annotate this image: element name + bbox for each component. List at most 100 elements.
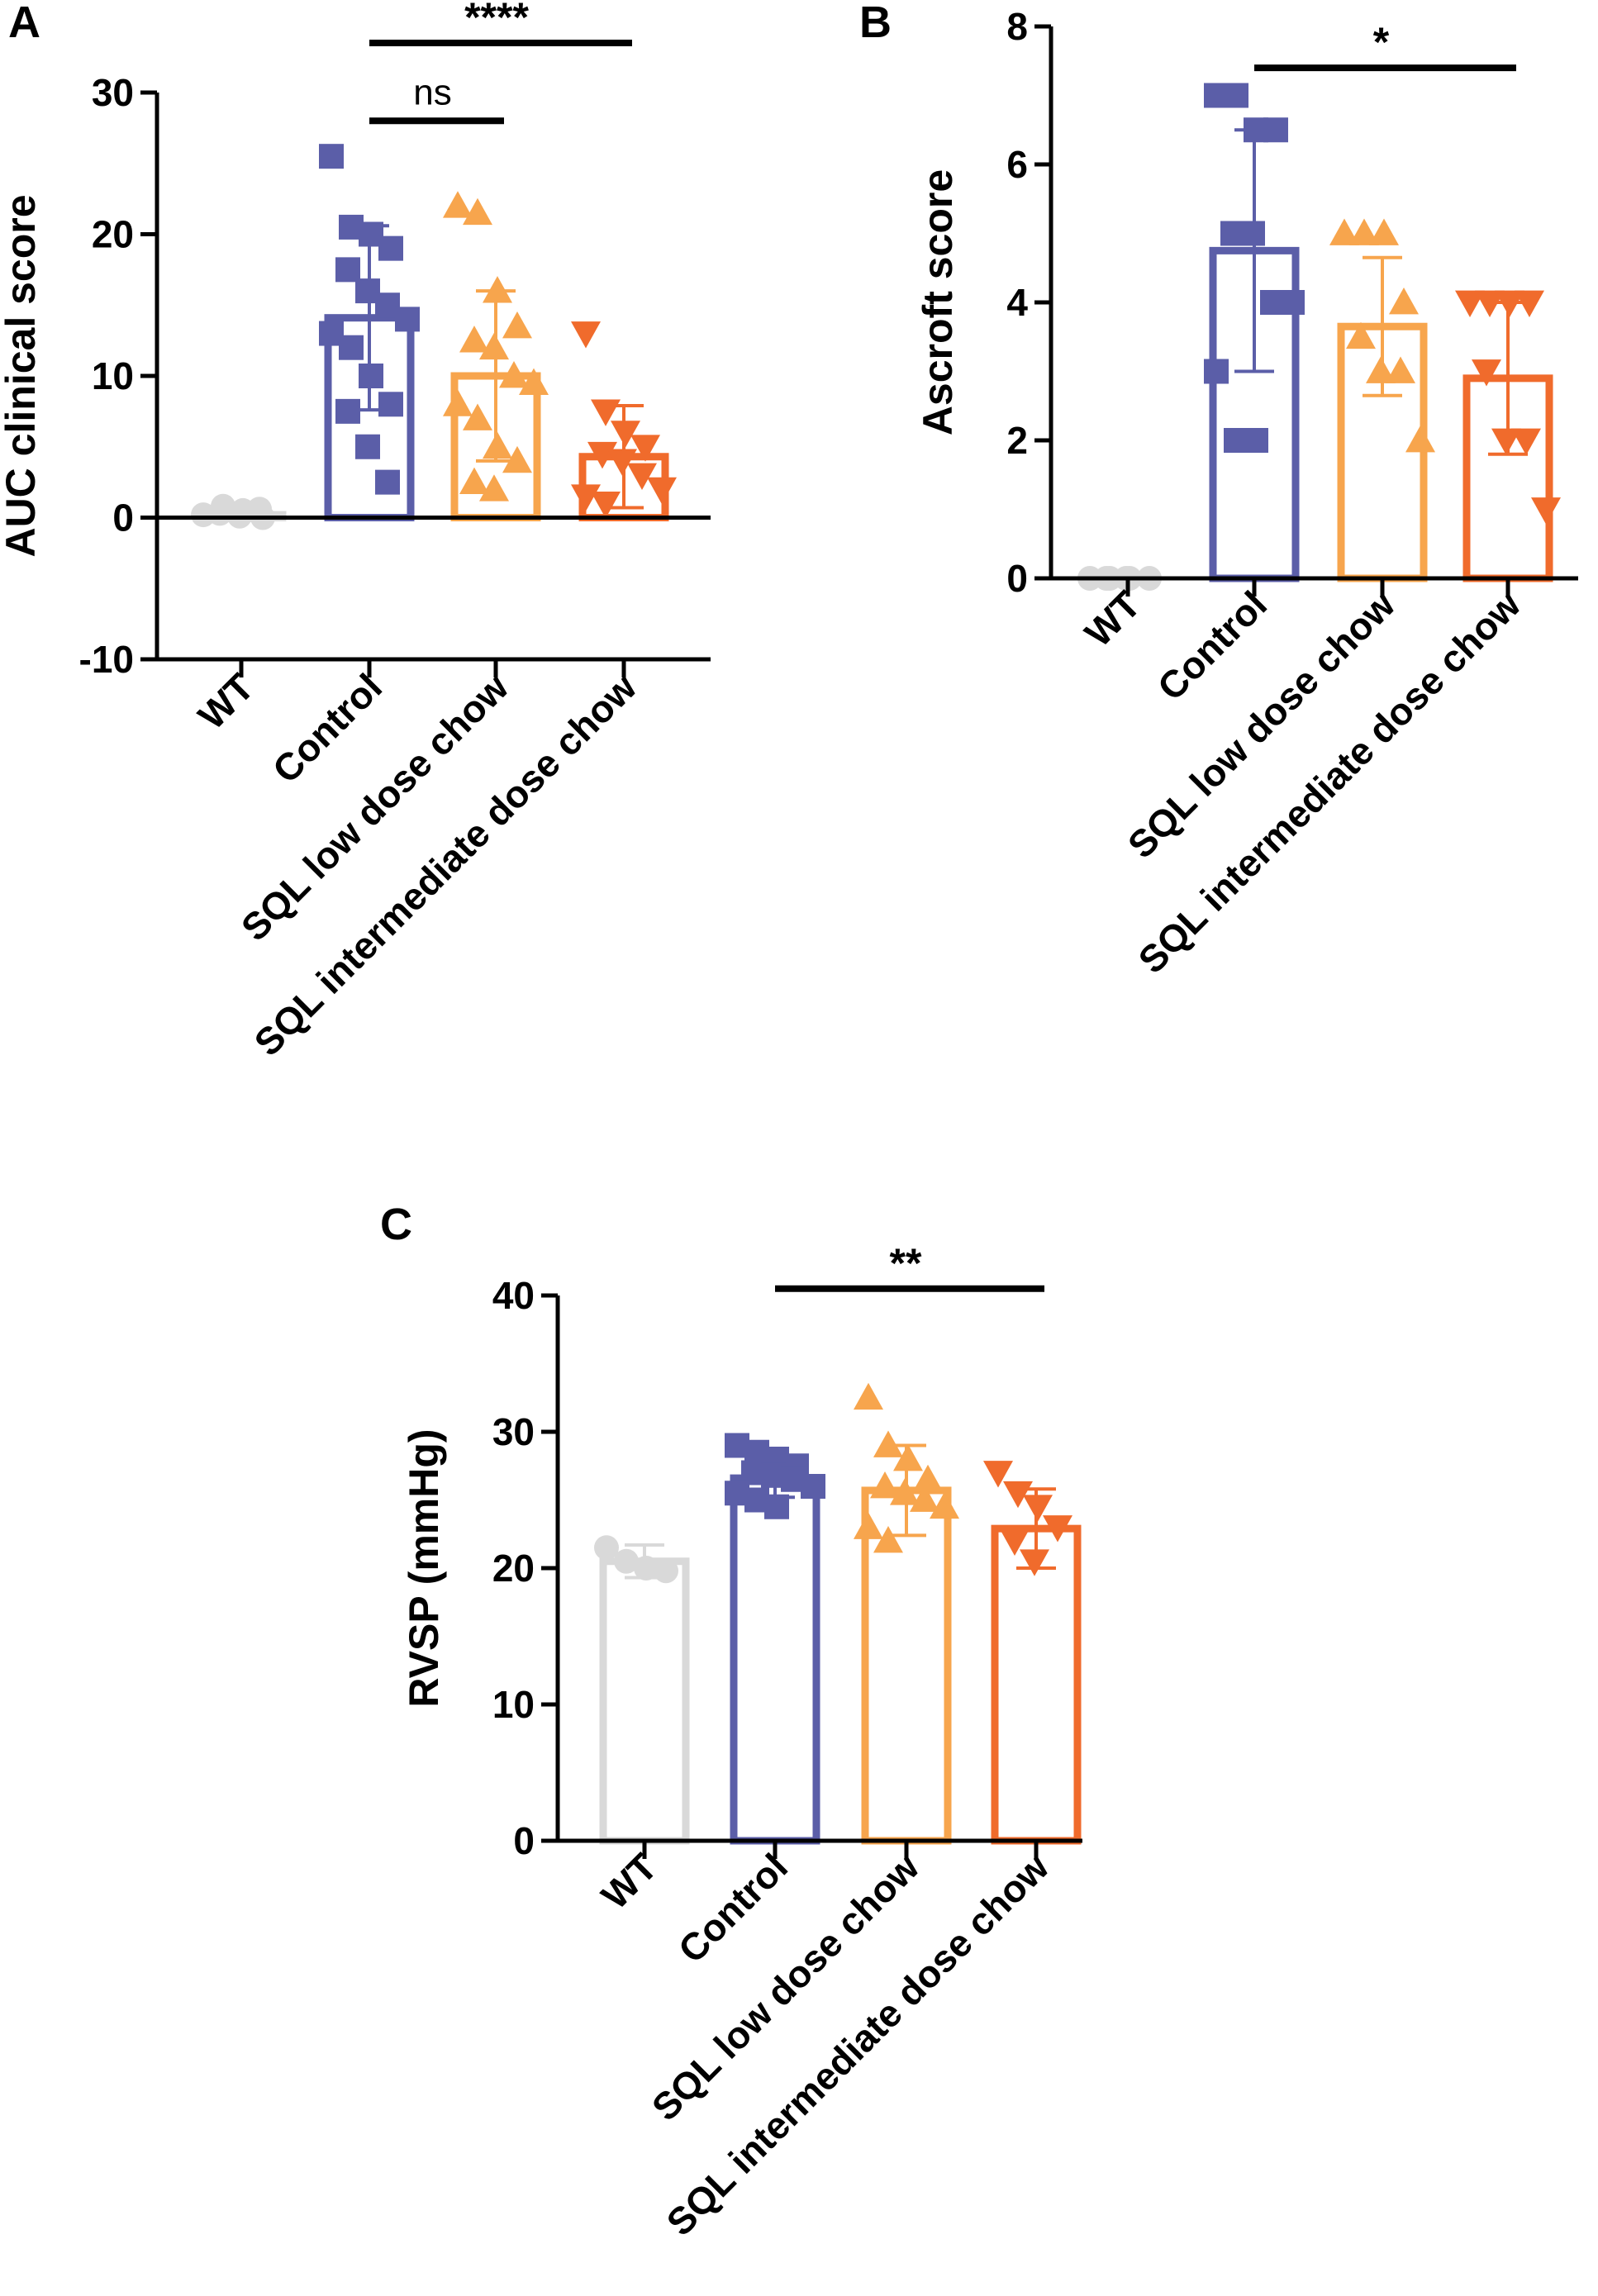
panel-a-point-sql-intermediate-dose-chow — [591, 491, 621, 519]
panel-a-point-sql-low-dose-chow — [443, 389, 473, 416]
panel-a-ytick-label: 30 — [92, 71, 134, 114]
panel-b-ytick-label: 2 — [1006, 419, 1028, 462]
panel-b-y-axis-title: Ascroft score — [915, 169, 961, 435]
panel-c-point-sql-low-dose-chow — [854, 1382, 883, 1410]
panel-a-point-control — [375, 469, 400, 495]
panel-b-ytick-label: 8 — [1006, 5, 1028, 48]
panel-a-ytick-label: 0 — [112, 497, 134, 540]
panel-c-bar-wt — [599, 1557, 690, 1845]
panel-a-point-sql-intermediate-dose-chow — [611, 421, 640, 448]
panel-c-significance-label: ** — [890, 1240, 922, 1286]
panel-a-point-wt — [247, 497, 272, 522]
panel-a-point-sql-intermediate-dose-chow — [630, 435, 660, 462]
panel-b-group-wt — [1077, 566, 1162, 591]
panel-b-point-sql-intermediate-dose-chow — [1511, 428, 1541, 455]
panel-c-point-sql-low-dose-chow — [873, 1430, 903, 1457]
panel-b-point-sql-intermediate-dose-chow — [1472, 359, 1501, 387]
panel-b-point-sql-low-dose-chow — [1369, 218, 1399, 245]
panel-b-ytick-label: 4 — [1006, 281, 1028, 324]
panel-c-ytick-label: 30 — [492, 1410, 535, 1453]
panel-a-point-sql-low-dose-chow — [483, 276, 512, 303]
panel-c-point-wt — [614, 1548, 639, 1574]
panel-b-point-sql-low-dose-chow — [1329, 218, 1359, 245]
panel-b-point-sql-intermediate-dose-chow — [1531, 497, 1561, 525]
panel-a-ytick-label: -10 — [79, 638, 134, 681]
panel-c-point-sql-intermediate-dose-chow — [983, 1461, 1013, 1488]
panel-c-y-axis-title: RVSP (mmHg) — [401, 1428, 447, 1707]
panel-c-ytick-label: 20 — [492, 1547, 535, 1590]
panel-a-category-label-wt: WT — [190, 665, 262, 737]
panel-b-point-control — [1204, 359, 1229, 384]
panel-b-point-sql-low-dose-chow — [1346, 321, 1376, 349]
panel-b-category-label-wt: WT — [1077, 582, 1149, 654]
panel-b-point-control — [1280, 290, 1305, 315]
panel-a-point-sql-low-dose-chow — [463, 197, 492, 226]
panel-a-point-sql-low-dose-chow — [519, 368, 549, 395]
panel-b-point-sql-low-dose-chow — [1349, 218, 1379, 245]
panel-c-point-control — [764, 1494, 789, 1519]
panel-a-point-sql-intermediate-dose-chow — [587, 441, 617, 469]
panel-a-point-control — [335, 398, 360, 424]
panel-a-point-sql-intermediate-dose-chow — [647, 477, 677, 505]
panel-b-point-control — [1224, 83, 1248, 108]
panel-b-category-label-control: Control — [1149, 582, 1275, 708]
panel-a-ytick-label: 10 — [92, 354, 134, 397]
panel-b-point-sql-intermediate-dose-chow — [1491, 428, 1521, 455]
panel-c-point-sql-intermediate-dose-chow — [1023, 1495, 1053, 1522]
panel-c-point-sql-intermediate-dose-chow — [1043, 1515, 1072, 1543]
panel-b-point-control — [1263, 117, 1288, 143]
panel-c-category-label-wt: WT — [593, 1845, 665, 1917]
panel-a-point-control — [378, 392, 403, 417]
panel-c-ytick-label: 40 — [492, 1274, 535, 1317]
panel-a-point-sql-low-dose-chow — [502, 445, 532, 473]
panel-c-point-sql-intermediate-dose-chow — [1003, 1481, 1033, 1509]
panel-a-point-sql-intermediate-dose-chow — [627, 463, 657, 491]
panel-c-group-sql-low-dose-chow — [854, 1382, 959, 1845]
panel-c-point-sql-low-dose-chow — [930, 1491, 959, 1519]
panel-c-letter: C — [380, 1200, 412, 1249]
panel-b-point-sql-intermediate-dose-chow — [1455, 290, 1485, 317]
panel-a-point-sql-low-dose-chow — [502, 311, 532, 339]
panel-a-letter: A — [8, 0, 40, 47]
panel-c-point-wt — [654, 1558, 678, 1584]
panel-c-point-wt — [594, 1535, 619, 1561]
panel-a-point-sql-intermediate-dose-chow — [571, 484, 601, 511]
panel-a-point-sql-low-dose-chow — [499, 361, 529, 388]
panel-b-group-sql-low-dose-chow — [1329, 218, 1435, 582]
panel-c-point-sql-low-dose-chow — [893, 1444, 923, 1471]
panel-b-point-sql-intermediate-dose-chow — [1515, 290, 1544, 317]
panel-a-group-sql-low-dose-chow — [443, 191, 549, 521]
panel-c-bar-sql-intermediate-dose-chow — [991, 1524, 1082, 1845]
panel-a-point-control — [335, 257, 360, 283]
panel-c-group-sql-intermediate-dose-chow — [983, 1461, 1082, 1845]
panel-b-ytick-label: 0 — [1006, 557, 1028, 600]
panel-a-point-sql-low-dose-chow — [459, 326, 489, 353]
panel-a-group-sql-intermediate-dose-chow — [571, 321, 677, 522]
panel-b-group-control — [1204, 83, 1305, 582]
panel-c-point-sql-low-dose-chow — [913, 1464, 943, 1492]
panel-c-ytick-label: 0 — [513, 1819, 535, 1862]
panel-a-point-sql-intermediate-dose-chow — [607, 449, 637, 476]
panel-c-group-control — [725, 1433, 825, 1845]
panel-b-point-sql-low-dose-chow — [1366, 356, 1396, 383]
panel-c-point-sql-intermediate-dose-chow — [1000, 1528, 1030, 1556]
panel-c-group-wt — [594, 1535, 690, 1845]
panel-a-point-sql-low-dose-chow — [459, 467, 489, 495]
panel-c-point-sql-low-dose-chow — [910, 1485, 939, 1512]
panel-c-category-label-control: Control — [670, 1845, 796, 1970]
panel-b-letter: B — [859, 0, 892, 47]
panel-c-point-sql-intermediate-dose-chow — [1020, 1549, 1049, 1576]
panel-a-point-sql-low-dose-chow — [483, 431, 512, 459]
panel-a-point-control — [319, 144, 344, 169]
panel-c-ytick-label: 10 — [492, 1683, 535, 1726]
panel-a-y-axis-title: AUC clinical score — [0, 194, 44, 557]
panel-b-point-sql-low-dose-chow — [1405, 425, 1435, 453]
panel-b-point-control — [1244, 428, 1268, 453]
panel-b-significance-label: * — [1373, 19, 1390, 65]
panel-a-point-sql-low-dose-chow — [463, 403, 492, 430]
panel-a-point-sql-low-dose-chow — [479, 332, 509, 360]
panel-a-point-control — [359, 364, 383, 388]
panel-c-point-wt — [634, 1556, 659, 1581]
